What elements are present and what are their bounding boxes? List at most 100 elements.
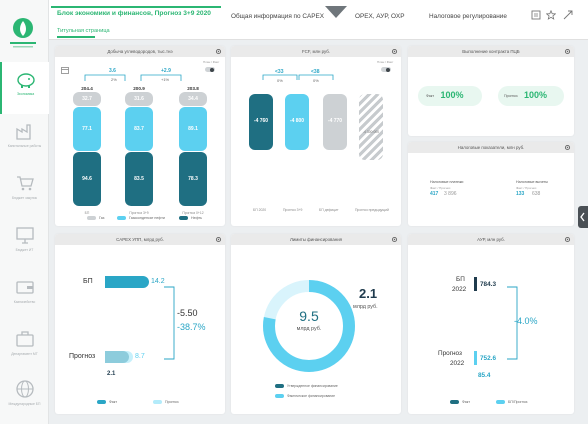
tab-capex[interactable]: Общая информация по CAPEX — [231, 13, 325, 20]
legend-swatch — [117, 216, 126, 220]
gear-icon[interactable] — [391, 48, 398, 55]
piggy-bank-icon — [16, 73, 35, 88]
sidebar-item-international[interactable]: Международные БП — [0, 372, 49, 424]
tax-sub: Факт / Прогноз — [430, 186, 451, 190]
column-segment[interactable]: 94.6 — [73, 152, 101, 206]
column-segment[interactable]: 78.3 — [179, 152, 207, 206]
fcf-bar-previous[interactable]: -4 300 000 — [359, 94, 383, 160]
column-segment[interactable]: 34.4 — [179, 92, 207, 106]
document-icon[interactable] — [531, 10, 541, 20]
sidebar: Экономика Капитальные работы Бюджет заку… — [0, 0, 49, 424]
capex-card: CAPEX УПП, млрд руб. БП 14.2 -5.50 -38.7… — [55, 234, 225, 414]
capex-forecast-bar[interactable] — [105, 351, 133, 363]
card-title: Добыча углеводородов, тыс.тнэ — [55, 46, 225, 57]
legend-swatch — [153, 400, 162, 404]
aur-forecast-bar[interactable] — [474, 351, 477, 365]
tab-opex[interactable]: OPEX, АУР, OXP — [355, 13, 405, 20]
gear-icon[interactable] — [564, 144, 571, 151]
aur-bp-bar[interactable] — [474, 277, 477, 291]
column-segment[interactable]: 32.7 — [73, 92, 101, 106]
aur-delta: -4.0% — [514, 316, 538, 326]
card-title: Лимиты финансирования — [231, 234, 401, 245]
plan-fact-toggle[interactable] — [381, 67, 391, 72]
tab-tax[interactable]: Налоговое регулирование — [429, 13, 507, 20]
wallet-icon — [15, 281, 34, 294]
tab-title-page[interactable]: Титульная страница — [57, 28, 110, 34]
company-logo[interactable] — [8, 14, 38, 56]
legend-swatch — [87, 216, 96, 220]
fcf-bar-bp[interactable]: -4 760 — [249, 94, 273, 150]
column-total: 200.9 — [133, 86, 145, 91]
top-bar: Блок экономики и финансов, Прогноз 3+9 2… — [49, 0, 588, 40]
delta-pct: 0% — [277, 78, 283, 83]
tax-fact-value: 133 — [516, 191, 525, 197]
legend-label: Факт — [109, 400, 117, 404]
contracts-card: Выполнение контракта ПЦБ Факт 100% Прогн… — [408, 46, 574, 136]
production-column[interactable]: 204.4 32.7 77.1 94.6 БП — [73, 86, 101, 215]
gear-icon[interactable] — [391, 236, 398, 243]
funding-donut[interactable] — [261, 278, 357, 374]
bar-label: БП 2020 — [253, 208, 267, 212]
legend-label: Прогноз — [165, 400, 179, 404]
sidebar-item-economy[interactable]: Экономика — [0, 62, 49, 114]
column-segment[interactable]: 77.1 — [73, 107, 101, 151]
column-label: Прогноз 0+12 — [182, 211, 204, 215]
capex-fact-value: 2.1 — [107, 371, 116, 377]
sidebar-item-label: Казначейство — [13, 300, 36, 304]
column-segment[interactable]: 83.5 — [125, 152, 153, 206]
column-label: Прогноз 3+9 — [129, 211, 149, 215]
tax-label: Налоговые вычеты — [516, 180, 548, 184]
fcf-bar-deficit[interactable]: -4 770 — [323, 94, 347, 150]
fcf-bar-forecast[interactable]: -4 800 — [285, 94, 309, 150]
capex-forecast-label: Прогноз — [69, 353, 96, 360]
expand-icon[interactable] — [563, 10, 573, 20]
delta-value: +2.9 — [161, 68, 171, 74]
sidebar-item-treasury[interactable]: Казначейство — [0, 270, 49, 322]
column-label: БП — [84, 211, 90, 215]
card-title: Налоговые показатели, млн руб. — [408, 142, 574, 153]
chevron-down-icon[interactable] — [325, 6, 347, 18]
delta-value: <33 — [275, 69, 284, 75]
pill-value: 100% — [440, 90, 464, 100]
aur-card: АУР, млн руб. БП 2022 784.3 -4.0% Прогно… — [408, 234, 574, 414]
sidebar-item-capital[interactable]: Капитальные работы — [0, 114, 49, 166]
column-segment[interactable]: 31.6 — [125, 92, 153, 106]
gear-icon[interactable] — [564, 48, 571, 55]
gear-icon[interactable] — [564, 236, 571, 243]
legend-label: Нефть — [191, 216, 202, 220]
tax-card: Налоговые показатели, млн руб. Налоговые… — [408, 142, 574, 226]
production-column[interactable]: 203.8 34.4 89.1 78.3 Прогноз 0+12 — [179, 86, 207, 215]
legend-label: БП/Прогноз — [508, 400, 528, 404]
cart-icon — [16, 176, 34, 191]
column-segment[interactable]: 89.1 — [179, 107, 207, 151]
legend-swatch — [179, 216, 188, 220]
monitor-icon — [15, 227, 34, 244]
delta-pct: 0% — [313, 78, 319, 83]
legend-label: Факт — [462, 400, 470, 404]
aur-bp-label: БП — [456, 276, 465, 283]
sidebar-item-purchases[interactable]: Бюджет закупок — [0, 166, 49, 218]
plan-fact-label: План / Факт — [203, 60, 220, 64]
column-total: 204.4 — [81, 86, 93, 91]
production-column[interactable]: 200.9 31.6 83.7 83.5 Прогноз 3+9 — [125, 86, 153, 215]
card-title: АУР, млн руб. — [408, 234, 574, 245]
pill-label: Факт — [426, 93, 434, 98]
sidebar-item-it[interactable]: Бюджет ИТ — [0, 218, 49, 270]
plan-fact-label: План / Факт — [377, 60, 394, 64]
gear-icon[interactable] — [215, 236, 222, 243]
capex-bp-bar[interactable] — [105, 276, 149, 288]
bar-label: Прогноз 3+9 — [283, 208, 303, 212]
aur-forecast-label: Прогноз — [438, 350, 462, 357]
tax-fact-value: 417 — [430, 191, 439, 197]
collapse-panel-button[interactable] — [578, 206, 588, 228]
funding-center-unit: млрд руб. — [296, 326, 322, 332]
gear-icon[interactable] — [215, 48, 222, 55]
aur-forecast-value: 752.6 — [480, 355, 496, 362]
sidebar-item-department[interactable]: Департамент МТ — [0, 322, 49, 374]
plan-fact-toggle[interactable] — [205, 67, 215, 72]
star-icon[interactable] — [546, 10, 556, 20]
legend-swatch — [97, 400, 106, 404]
column-segment[interactable]: 83.7 — [125, 107, 153, 151]
calendar-icon[interactable] — [61, 67, 69, 74]
